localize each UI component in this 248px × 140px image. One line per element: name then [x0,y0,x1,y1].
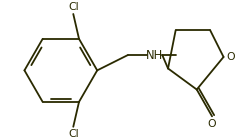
Text: Cl: Cl [68,129,79,139]
Text: O: O [226,52,235,62]
Text: O: O [208,119,216,129]
Text: Cl: Cl [68,2,79,12]
Text: NH: NH [146,49,163,62]
